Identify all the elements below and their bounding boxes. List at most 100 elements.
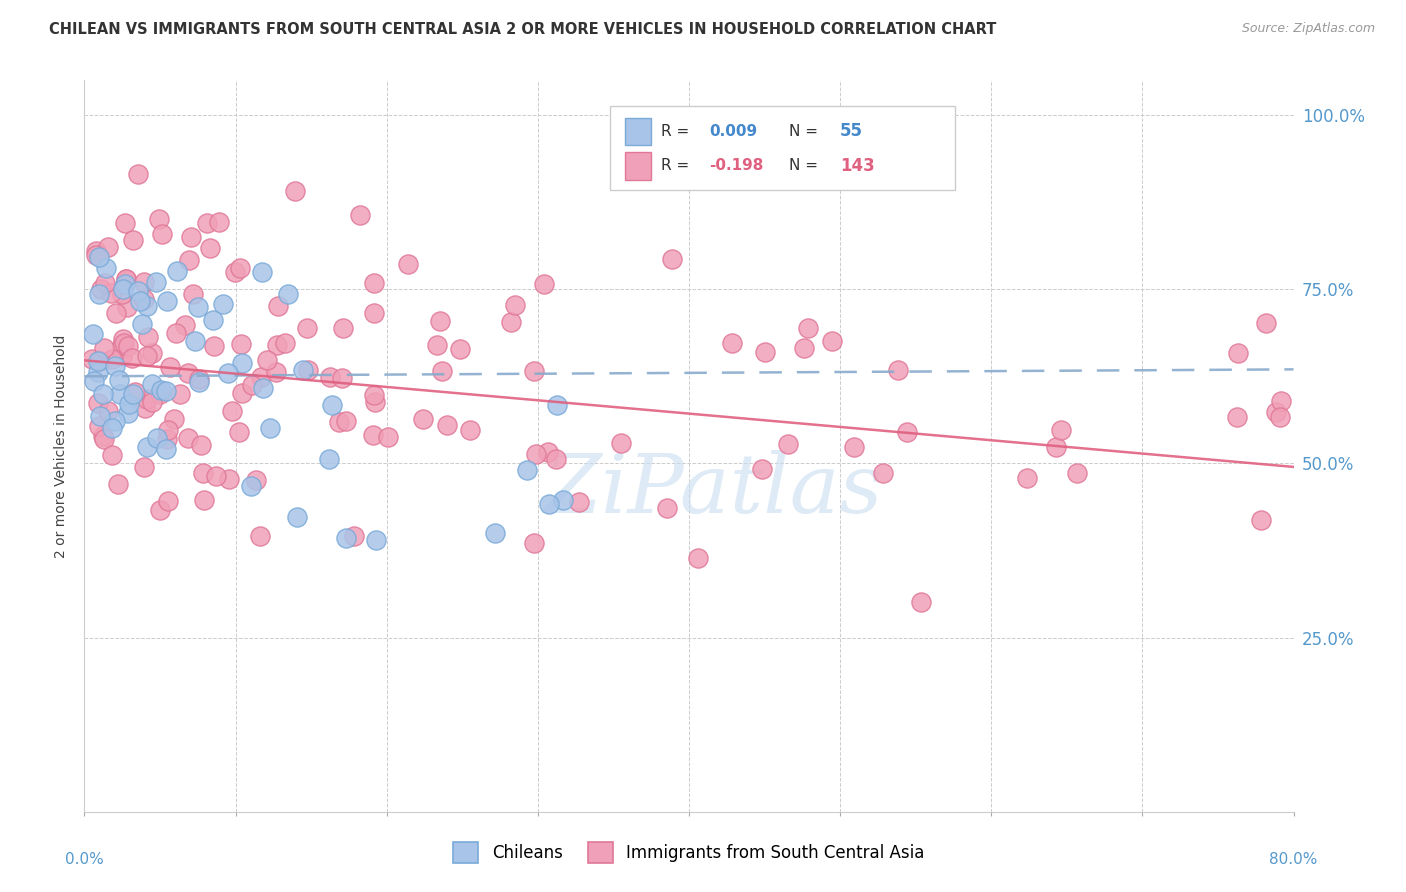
Point [661,252,683,266]
Point [212,297,235,311]
Point [688,551,710,566]
Point [318,452,340,467]
Point [240,378,263,392]
Point [145,275,167,289]
Point [551,493,574,508]
Point [82,352,104,367]
Point [537,497,560,511]
Point [104,359,127,374]
Point [87,250,110,264]
Point [516,463,538,477]
Point [537,444,560,458]
Point [141,395,163,409]
FancyBboxPatch shape [624,118,651,145]
Point [277,287,299,301]
Point [751,462,773,476]
Point [896,425,918,439]
Point [114,272,136,286]
Point [342,529,364,543]
Point [188,375,211,389]
Point [1250,513,1272,527]
Point [100,420,122,434]
Point [108,387,131,401]
Text: 143: 143 [841,157,875,175]
Point [135,392,157,406]
Point [94,260,117,275]
Point [97,240,120,254]
Point [111,349,134,363]
Point [377,430,399,444]
Point [363,395,385,409]
Point [228,425,250,440]
Point [129,293,152,308]
Point [165,326,187,340]
Text: -0.198: -0.198 [710,159,763,173]
Legend: Chileans, Immigrants from South Central Asia: Chileans, Immigrants from South Central … [447,836,931,869]
Point [245,473,267,487]
Point [136,330,159,344]
Point [842,440,865,454]
Point [187,372,209,386]
Text: R =: R = [661,159,695,173]
Point [155,384,177,398]
Y-axis label: 2 or more Vehicles in Household: 2 or more Vehicles in Household [55,334,69,558]
Point [93,432,115,446]
Point [136,440,159,454]
Point [250,370,273,384]
Point [458,423,481,437]
Point [97,404,120,418]
Point [484,525,506,540]
Point [87,395,110,409]
Point [609,436,631,450]
Point [89,409,111,423]
Point [505,298,527,312]
Point [166,264,188,278]
Text: CHILEAN VS IMMIGRANTS FROM SOUTH CENTRAL ASIA 2 OR MORE VEHICLES IN HOUSEHOLD CO: CHILEAN VS IMMIGRANTS FROM SOUTH CENTRAL… [49,22,997,37]
Point [141,346,163,360]
Point [231,356,253,370]
Point [285,510,308,524]
Point [449,343,471,357]
Point [202,339,225,353]
Text: 55: 55 [841,122,863,140]
Point [224,265,246,279]
Point [250,265,273,279]
Point [87,287,110,301]
Point [295,321,318,335]
Point [93,387,115,401]
Point [117,338,139,352]
Point [82,327,104,342]
Point [252,380,274,394]
Point [292,362,315,376]
Point [221,403,243,417]
Point [190,438,212,452]
Point [523,364,546,378]
Point [131,318,153,332]
Point [86,248,108,262]
Text: R =: R = [661,124,695,139]
Point [177,366,200,380]
Point [274,335,297,350]
Point [1045,440,1067,454]
Point [1226,410,1249,425]
Text: 0.009: 0.009 [710,124,758,139]
Point [148,212,170,227]
Point [159,359,181,374]
Point [107,373,129,387]
Point [193,467,215,481]
Point [136,299,159,313]
Text: 80.0%: 80.0% [1270,852,1317,867]
Point [821,334,844,348]
Point [149,503,172,517]
Text: N =: N = [789,159,823,173]
Point [321,398,343,412]
Point [149,386,172,401]
Text: ZiPatlas: ZiPatlas [544,450,883,530]
Point [363,387,385,401]
FancyBboxPatch shape [610,106,955,190]
Point [267,300,290,314]
Point [319,370,342,384]
Point [335,531,357,545]
Point [90,282,112,296]
Point [173,318,195,332]
